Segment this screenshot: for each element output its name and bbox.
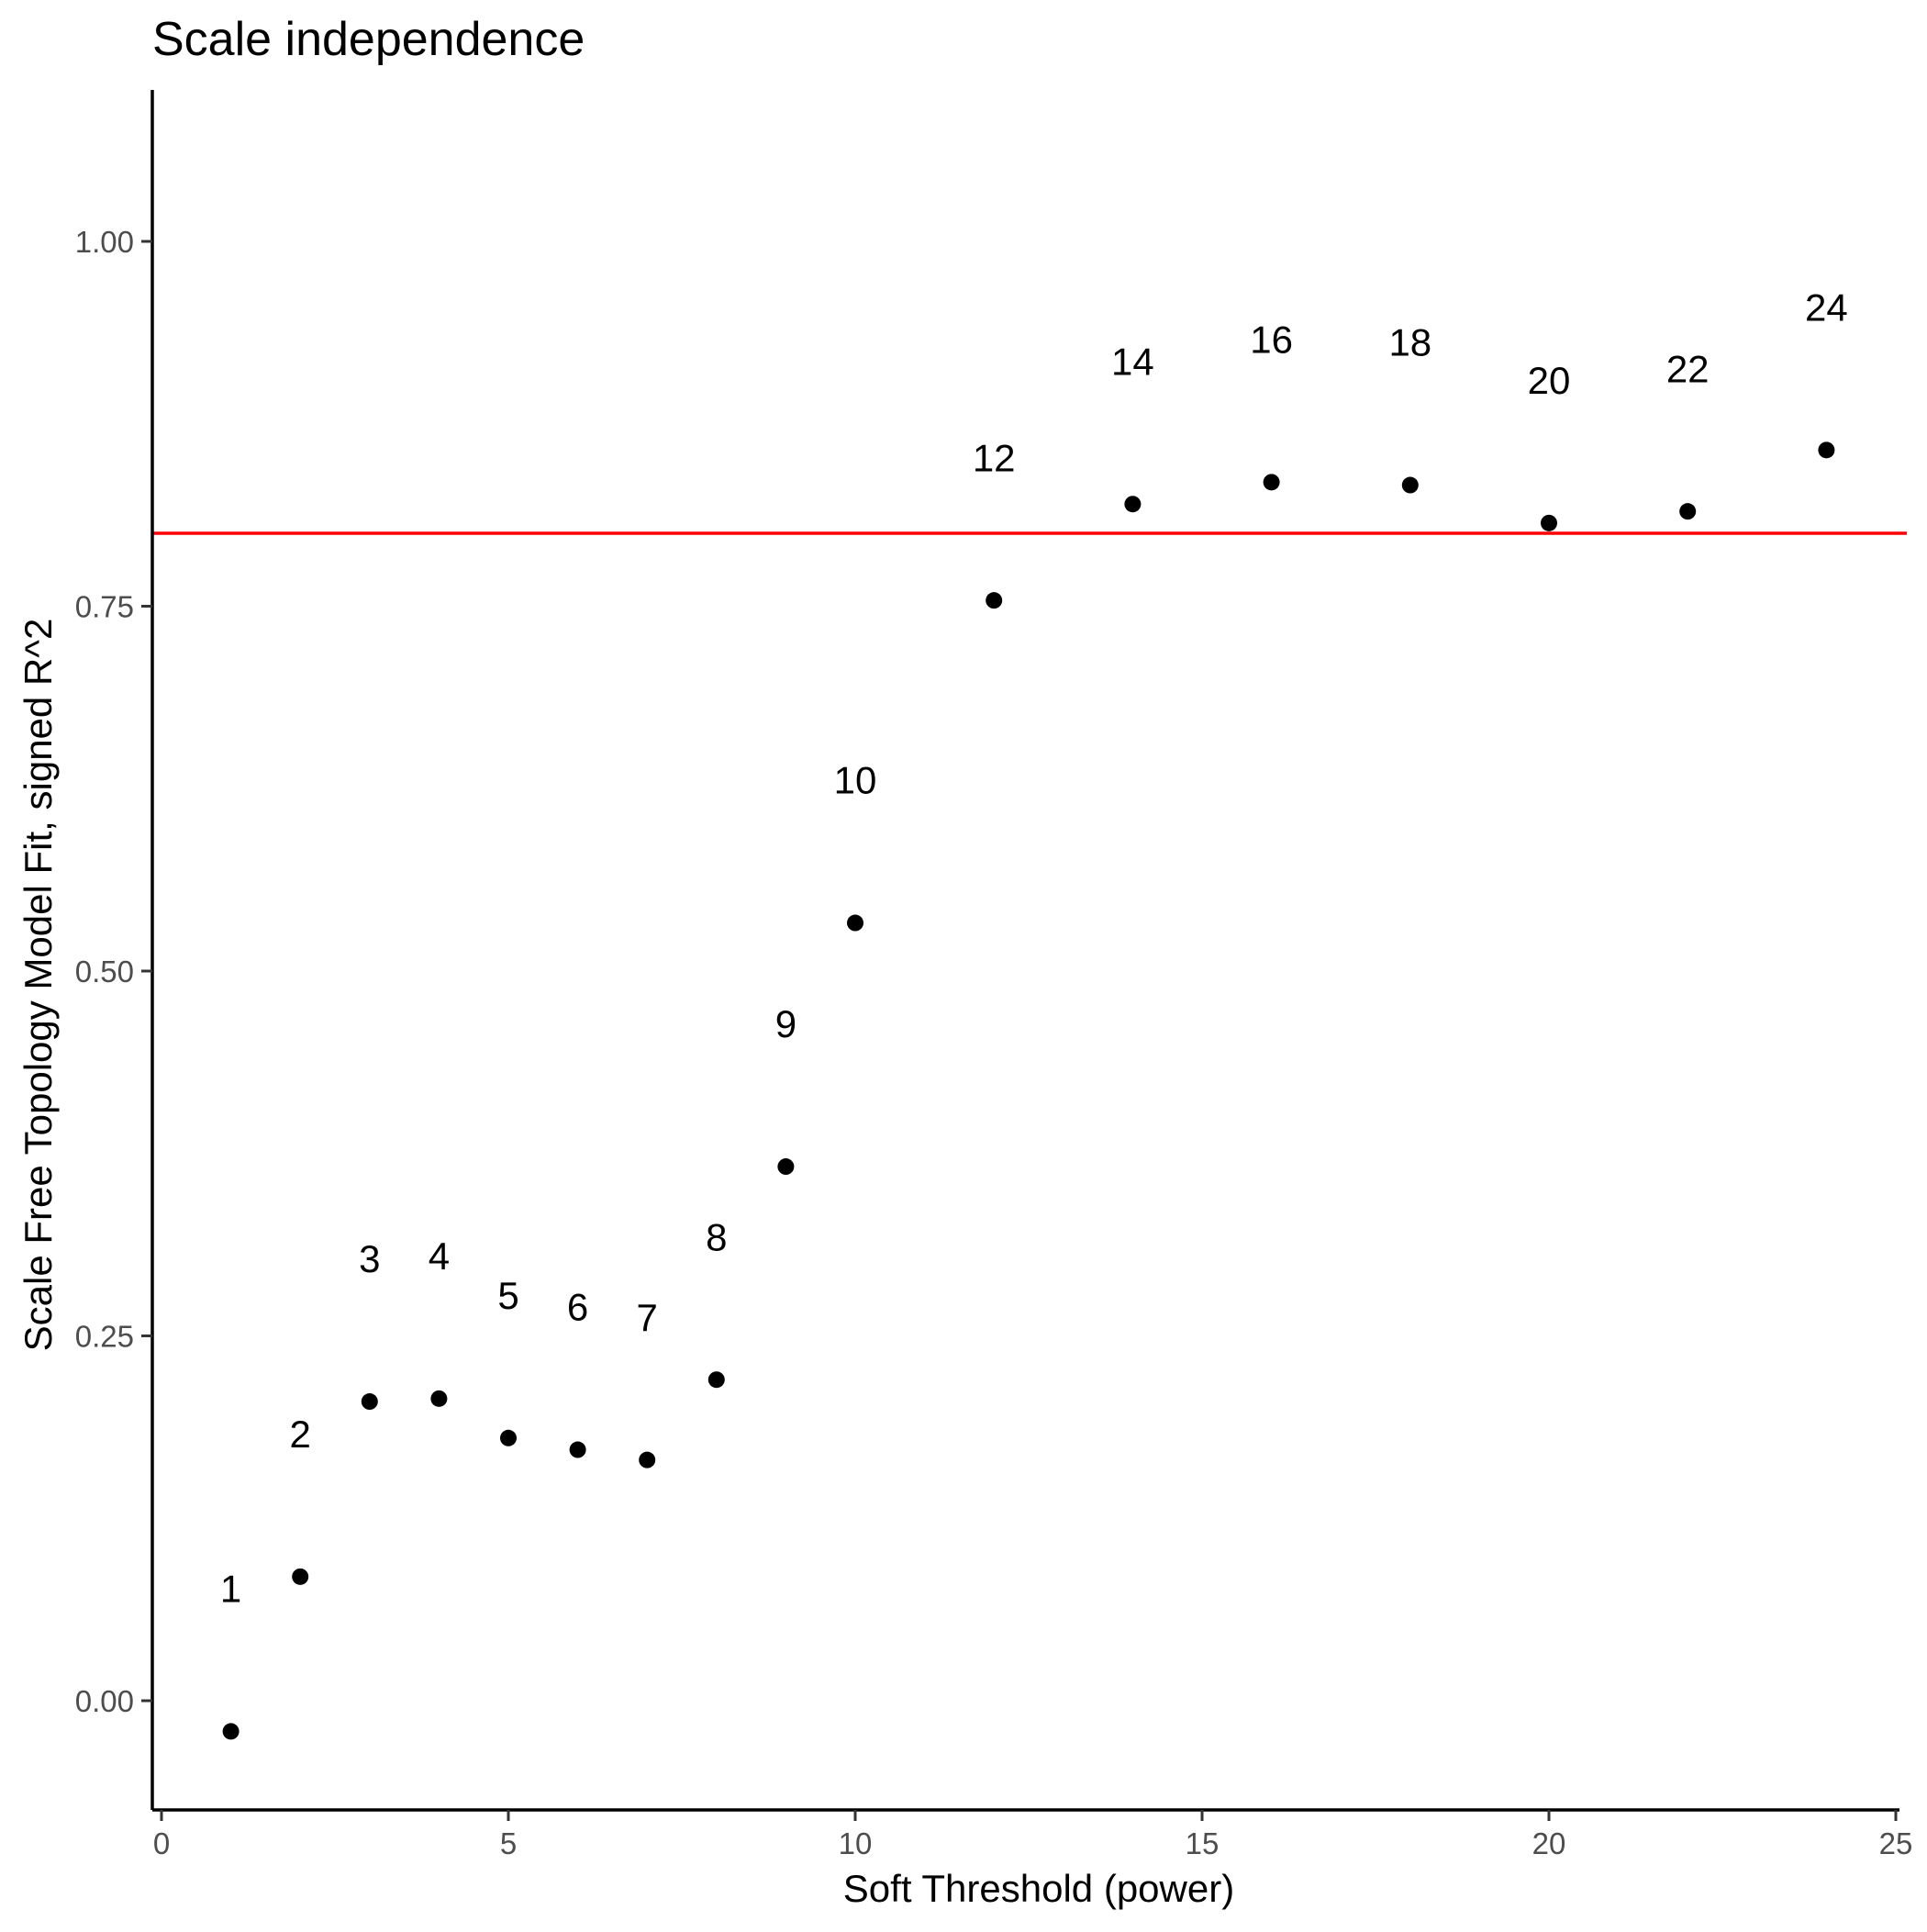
point-label: 5 [497, 1274, 518, 1317]
x-axis-title: Soft Threshold (power) [843, 1867, 1234, 1910]
point-label: 24 [1805, 286, 1848, 329]
x-tick-label: 25 [1879, 1826, 1913, 1860]
x-tick-label: 20 [1532, 1826, 1566, 1860]
x-tick-label: 10 [839, 1826, 873, 1860]
data-point [569, 1441, 586, 1458]
point-label: 7 [637, 1296, 658, 1339]
data-point [292, 1568, 309, 1585]
data-point [639, 1451, 656, 1469]
data-point [222, 1723, 239, 1740]
y-axis-title: Scale Free Topology Model Fit, signed R^… [17, 619, 60, 1352]
x-tick-label: 15 [1186, 1826, 1220, 1860]
point-label: 2 [290, 1413, 311, 1456]
y-axis-ticks: 0.00 0.25 0.50 0.75 1.00 [75, 225, 152, 1718]
data-point [1124, 496, 1142, 513]
data-point [430, 1390, 448, 1407]
point-label: 3 [359, 1237, 380, 1280]
point-label: 10 [834, 759, 877, 802]
point-label: 22 [1666, 347, 1710, 390]
x-axis-ticks: 0 5 10 15 20 25 [153, 1810, 1913, 1860]
point-label: 18 [1388, 321, 1431, 364]
y-tick-label: 1.00 [75, 225, 134, 259]
point-label: 4 [429, 1234, 450, 1278]
point-label: 12 [973, 436, 1016, 479]
data-point [707, 1371, 725, 1389]
axes-layer [150, 90, 1899, 1812]
point-label: 14 [1111, 340, 1154, 383]
data-point [500, 1429, 517, 1446]
point-label: 8 [706, 1215, 727, 1258]
data-point [1818, 441, 1835, 459]
data-point [777, 1158, 795, 1176]
point-label: 6 [567, 1286, 588, 1329]
x-tick-label: 0 [153, 1826, 170, 1860]
point-label: 1 [220, 1568, 241, 1611]
y-tick-label: 0.75 [75, 590, 134, 624]
y-tick-label: 0.25 [75, 1320, 134, 1354]
y-tick-label: 0.50 [75, 955, 134, 988]
data-points-layer [222, 441, 1835, 1740]
x-tick-label: 5 [500, 1826, 517, 1860]
point-label: 16 [1250, 318, 1293, 362]
data-point [1401, 476, 1419, 494]
data-point [1679, 503, 1697, 520]
data-point [361, 1393, 378, 1411]
chart-title: Scale independence [152, 13, 585, 66]
data-point [847, 914, 863, 932]
data-point [1541, 514, 1557, 531]
point-label: 9 [775, 1002, 796, 1045]
data-point [986, 592, 1003, 609]
data-point [1263, 474, 1280, 491]
y-tick-label: 0.00 [75, 1684, 134, 1718]
point-label: 20 [1528, 359, 1571, 402]
